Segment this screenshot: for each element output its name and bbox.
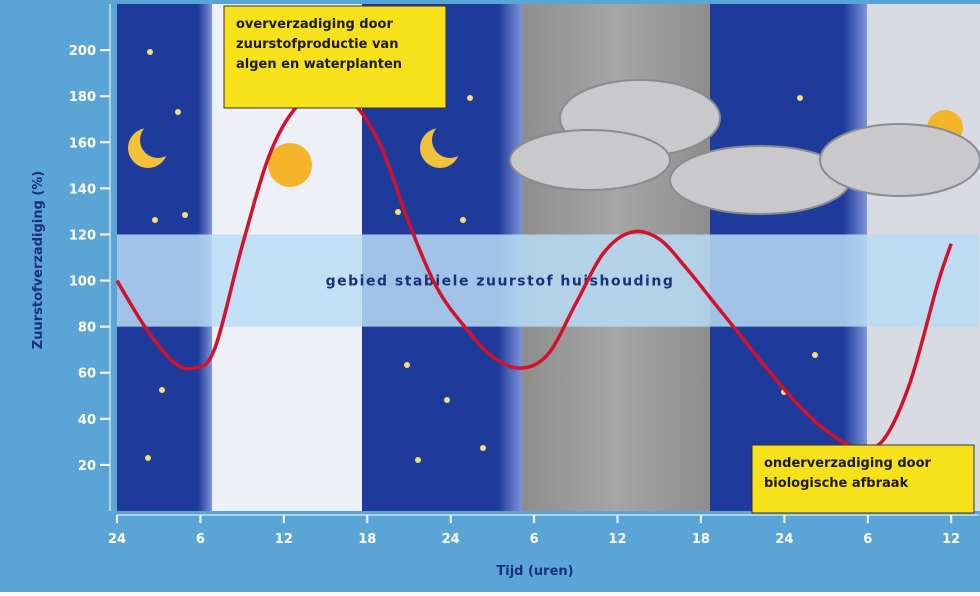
- annotation-text: onderverzadiging door: [764, 456, 932, 471]
- x-axis-label: Tijd (uren): [496, 564, 573, 579]
- x-tick-label: 12: [942, 532, 960, 547]
- y-tick-label: 140: [69, 182, 96, 197]
- x-tick-label: 6: [196, 532, 205, 547]
- star: [182, 212, 188, 218]
- star: [395, 209, 401, 215]
- star: [145, 455, 151, 461]
- x-tick-label: 18: [692, 532, 710, 547]
- x-tick-label: 24: [442, 532, 460, 547]
- x-tick-label: 24: [775, 532, 793, 547]
- annotation-box: [751, 444, 975, 514]
- star: [467, 95, 473, 101]
- x-tick-label: 24: [108, 532, 126, 547]
- annotation-text: algen en waterplanten: [236, 57, 402, 72]
- x-tick-label: 18: [358, 532, 376, 547]
- star: [415, 457, 421, 463]
- y-tick-label: 20: [78, 459, 96, 474]
- y-tick-label: 40: [78, 413, 96, 428]
- annotation-text: zuurstofproductie van: [236, 37, 398, 52]
- annotation-text: biologische afbraak: [764, 476, 909, 491]
- y-tick-label: 80: [78, 321, 96, 336]
- y-tick-label: 180: [69, 90, 96, 105]
- star: [812, 352, 818, 358]
- star: [480, 445, 486, 451]
- star: [147, 49, 153, 55]
- star: [175, 109, 181, 115]
- annotation-text: oververzadiging door: [236, 17, 393, 32]
- x-tick-label: 6: [863, 532, 872, 547]
- decorations: [128, 49, 980, 463]
- stable-band-label: gebied stabiele zuurstof huishouding: [326, 274, 675, 290]
- moon-shadow: [432, 122, 468, 158]
- star: [797, 95, 803, 101]
- star: [444, 397, 450, 403]
- plot-area: gebied stabiele zuurstof huishouding: [115, 89, 979, 451]
- x-tick-label: 6: [530, 532, 539, 547]
- star: [460, 217, 466, 223]
- star: [152, 217, 158, 223]
- y-axis-label: Zuurstofverzadiging (%): [31, 171, 46, 349]
- x-tick-label: 12: [275, 532, 293, 547]
- sun: [268, 143, 312, 187]
- y-tick-label: 120: [69, 228, 96, 243]
- y-tick-label: 200: [69, 44, 96, 59]
- annotation-box: [223, 5, 447, 109]
- moon-shadow: [140, 122, 176, 158]
- x-tick-label: 12: [608, 532, 626, 547]
- clouds: [509, 79, 980, 215]
- star: [159, 387, 165, 393]
- y-tick-label: 100: [69, 275, 96, 290]
- y-tick-label: 160: [69, 136, 96, 151]
- y-tick-label: 60: [78, 367, 96, 382]
- stable-band: [117, 234, 979, 327]
- star: [404, 362, 410, 368]
- line: [115, 89, 953, 451]
